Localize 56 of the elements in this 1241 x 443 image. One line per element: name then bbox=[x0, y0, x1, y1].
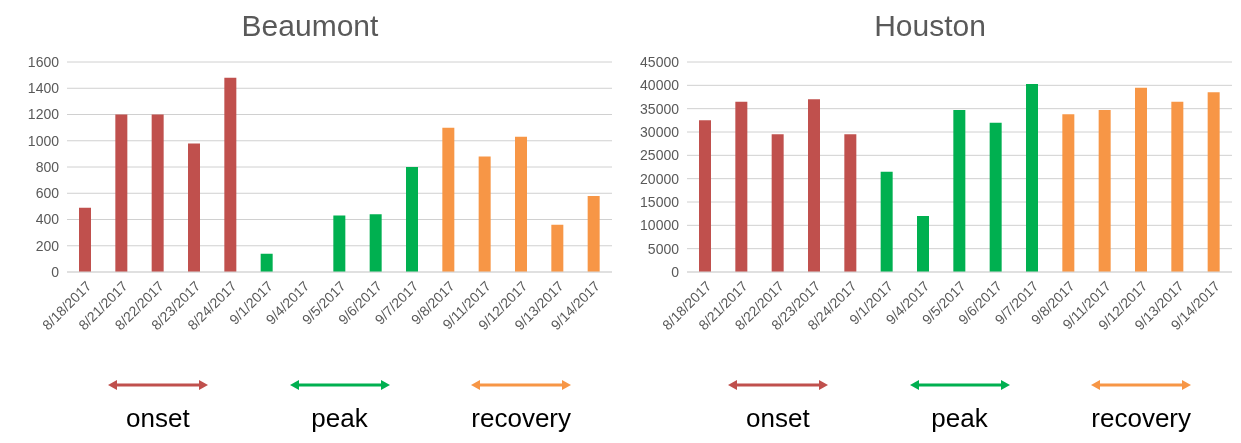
y-tick-label: 800 bbox=[35, 158, 60, 175]
y-tick-label: 1400 bbox=[27, 80, 60, 97]
y-tick-label: 45000 bbox=[640, 53, 680, 70]
y-tick-label: 0 bbox=[51, 263, 60, 280]
y-tick-label: 0 bbox=[671, 263, 680, 280]
bar bbox=[151, 114, 164, 272]
y-tick-label: 40000 bbox=[640, 77, 680, 94]
bar bbox=[844, 134, 857, 272]
chart-title: Beaumont bbox=[240, 8, 380, 44]
text: onset bbox=[745, 403, 811, 434]
bar bbox=[115, 114, 128, 272]
bar bbox=[224, 77, 237, 272]
bar bbox=[260, 253, 273, 272]
text: recovery bbox=[1090, 403, 1192, 434]
bar bbox=[478, 156, 491, 272]
y-tick-label: 20000 bbox=[640, 170, 680, 187]
bar bbox=[1062, 114, 1075, 272]
y-tick-label: 1600 bbox=[27, 53, 60, 70]
bar bbox=[808, 99, 820, 272]
bar bbox=[79, 207, 91, 272]
bar bbox=[1207, 92, 1220, 272]
bar bbox=[989, 122, 1002, 272]
y-tick-label: 1000 bbox=[27, 132, 60, 149]
bar bbox=[1026, 83, 1038, 272]
bar bbox=[880, 171, 893, 272]
bar bbox=[699, 120, 711, 272]
bar bbox=[953, 110, 966, 272]
y-tick-label: 5000 bbox=[647, 240, 680, 257]
bar bbox=[1135, 87, 1147, 272]
bar bbox=[442, 127, 455, 272]
chart-title: Houston bbox=[873, 8, 987, 44]
bar bbox=[551, 224, 564, 272]
bar bbox=[1171, 101, 1184, 272]
text: peak bbox=[930, 403, 989, 434]
y-tick-label: 35000 bbox=[640, 100, 680, 117]
y-tick-label: 30000 bbox=[640, 123, 680, 140]
y-tick-label: 600 bbox=[35, 185, 60, 202]
bar bbox=[771, 134, 784, 272]
bar bbox=[188, 143, 200, 272]
bar bbox=[515, 136, 527, 272]
bar bbox=[406, 167, 418, 272]
bar bbox=[333, 215, 346, 272]
bar bbox=[917, 216, 929, 272]
y-tick-label: 1200 bbox=[27, 106, 60, 123]
y-tick-label: 10000 bbox=[640, 217, 680, 234]
bar bbox=[735, 101, 748, 272]
y-tick-label: 25000 bbox=[640, 147, 680, 164]
text: recovery bbox=[470, 403, 572, 434]
bar bbox=[587, 195, 600, 272]
bar bbox=[1098, 110, 1111, 272]
bar bbox=[369, 214, 382, 272]
y-tick-label: 400 bbox=[35, 211, 60, 228]
y-tick-label: 15000 bbox=[640, 193, 680, 210]
text: onset bbox=[125, 403, 191, 434]
text: peak bbox=[310, 403, 369, 434]
y-tick-label: 200 bbox=[35, 237, 60, 254]
